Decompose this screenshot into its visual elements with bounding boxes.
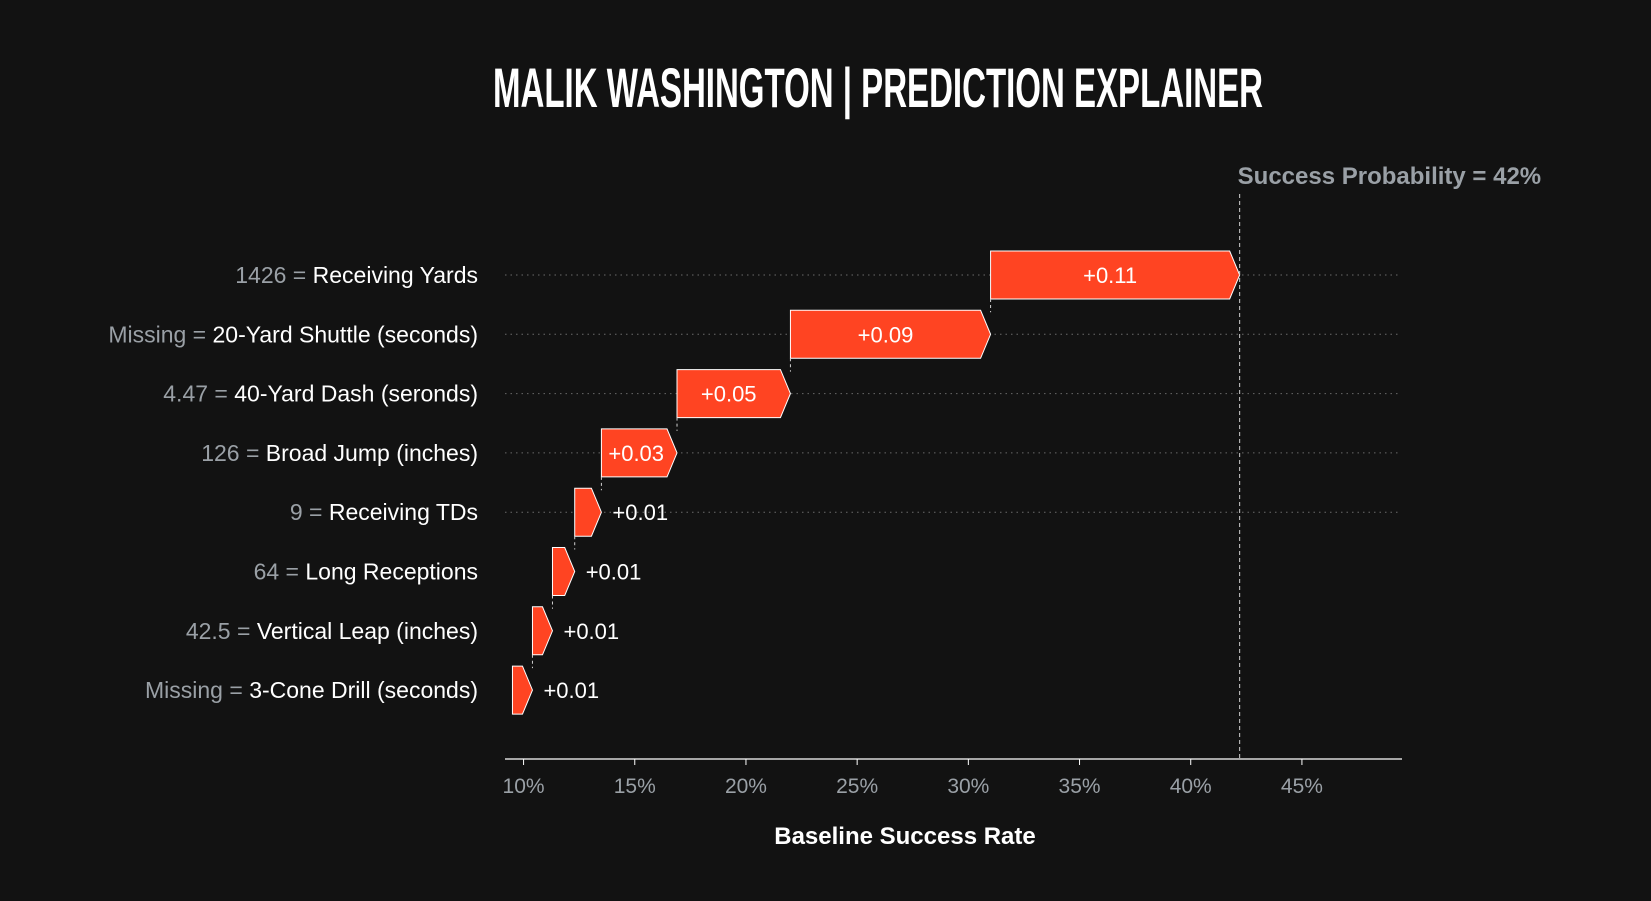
x-axis: 10% 15% 20% 25% 30% 35% 40% 45%	[503, 758, 1402, 798]
feature-name: Long Receptions	[305, 559, 478, 585]
contribution-label: +0.09	[858, 322, 914, 347]
x-tick-label: 45%	[1281, 775, 1323, 798]
feature-value: 9	[290, 499, 303, 525]
feature-row: 126 = Broad Jump (inches) +0.03	[201, 428, 1398, 491]
feature-value: 126	[201, 440, 239, 466]
x-tick-label: 35%	[1059, 775, 1101, 798]
contribution-label: +0.01	[586, 560, 642, 585]
feature-value: 64	[254, 559, 280, 585]
x-tick-label: 25%	[836, 775, 878, 798]
feature-row: 64 = Long Receptions +0.01	[254, 547, 642, 609]
x-tick-label: 20%	[725, 775, 767, 798]
chart-title: MALIK WASHINGTON | PREDICTION EXPLAINER	[493, 56, 1263, 120]
feature-label: 4.47 = 40-Yard Dash (seronds)	[163, 381, 478, 407]
equals-sign: =	[231, 618, 257, 644]
feature-row: Missing = 3-Cone Drill (seconds) +0.01	[145, 665, 599, 715]
x-tick-label: 15%	[614, 775, 656, 798]
feature-label: 64 = Long Receptions	[254, 559, 478, 585]
feature-row: 4.47 = 40-Yard Dash (seronds) +0.05	[163, 369, 1398, 431]
feature-value: Missing	[145, 677, 223, 703]
contribution-bar	[531, 606, 554, 656]
contribution-label: +0.01	[543, 678, 599, 703]
feature-row: 1426 = Receiving Yards +0.11	[235, 250, 1398, 313]
x-tick-label: 10%	[503, 775, 545, 798]
feature-rows: 1426 = Receiving Yards +0.11 Missing = 20-…	[108, 250, 1398, 715]
feature-value: Missing	[108, 321, 186, 347]
feature-label: Missing = 3-Cone Drill (seconds)	[145, 677, 478, 703]
feature-label: 1426 = Receiving Yards	[235, 262, 478, 288]
x-tick-label: 40%	[1170, 775, 1212, 798]
contribution-bar	[990, 250, 1241, 300]
contribution-bar	[574, 487, 602, 537]
feature-name: Receiving TDs	[329, 499, 478, 525]
feature-value: 1426	[235, 262, 286, 288]
feature-name: 40-Yard Dash (seronds)	[234, 381, 478, 407]
feature-value: 4.47	[163, 381, 208, 407]
feature-label: 126 = Broad Jump (inches)	[201, 440, 478, 466]
feature-name: Vertical Leap (inches)	[257, 618, 478, 644]
feature-name: 20-Yard Shuttle (seconds)	[213, 321, 479, 347]
contribution-label: +0.01	[612, 500, 668, 525]
equals-sign: =	[279, 559, 305, 585]
feature-row: Missing = 20-Yard Shuttle (seconds) +0.09	[108, 309, 1398, 372]
feature-label: Missing = 20-Yard Shuttle (seconds)	[108, 321, 478, 347]
feature-name: Broad Jump (inches)	[266, 440, 478, 466]
contribution-bar	[551, 547, 576, 596]
contribution-bar	[789, 309, 992, 359]
equals-sign: =	[223, 677, 249, 703]
equals-sign: =	[286, 262, 312, 288]
feature-name: Receiving Yards	[313, 262, 478, 288]
contribution-bar	[676, 369, 791, 419]
contribution-label: +0.11	[1083, 263, 1137, 288]
feature-name: 3-Cone Drill (seconds)	[249, 677, 478, 703]
contribution-label: +0.01	[563, 619, 619, 644]
equals-sign: =	[186, 321, 212, 347]
contribution-bar	[600, 428, 678, 478]
x-axis-label: Baseline Success Rate	[774, 823, 1035, 850]
feature-label: 42.5 = Vertical Leap (inches)	[186, 618, 478, 644]
feature-label: 9 = Receiving TDs	[290, 499, 478, 525]
contribution-label: +0.05	[701, 382, 757, 407]
equals-sign: =	[208, 381, 234, 407]
feature-row: 9 = Receiving TDs +0.01	[290, 487, 1398, 550]
feature-row: 42.5 = Vertical Leap (inches) +0.01	[186, 606, 619, 669]
final-value-label: Success Probability = 42%	[1238, 163, 1541, 190]
equals-sign: =	[303, 499, 329, 525]
equals-sign: =	[240, 440, 266, 466]
x-tick-label: 30%	[947, 775, 989, 798]
feature-value: 42.5	[186, 618, 231, 644]
contribution-label: +0.03	[608, 441, 664, 466]
contribution-bar	[511, 665, 534, 715]
